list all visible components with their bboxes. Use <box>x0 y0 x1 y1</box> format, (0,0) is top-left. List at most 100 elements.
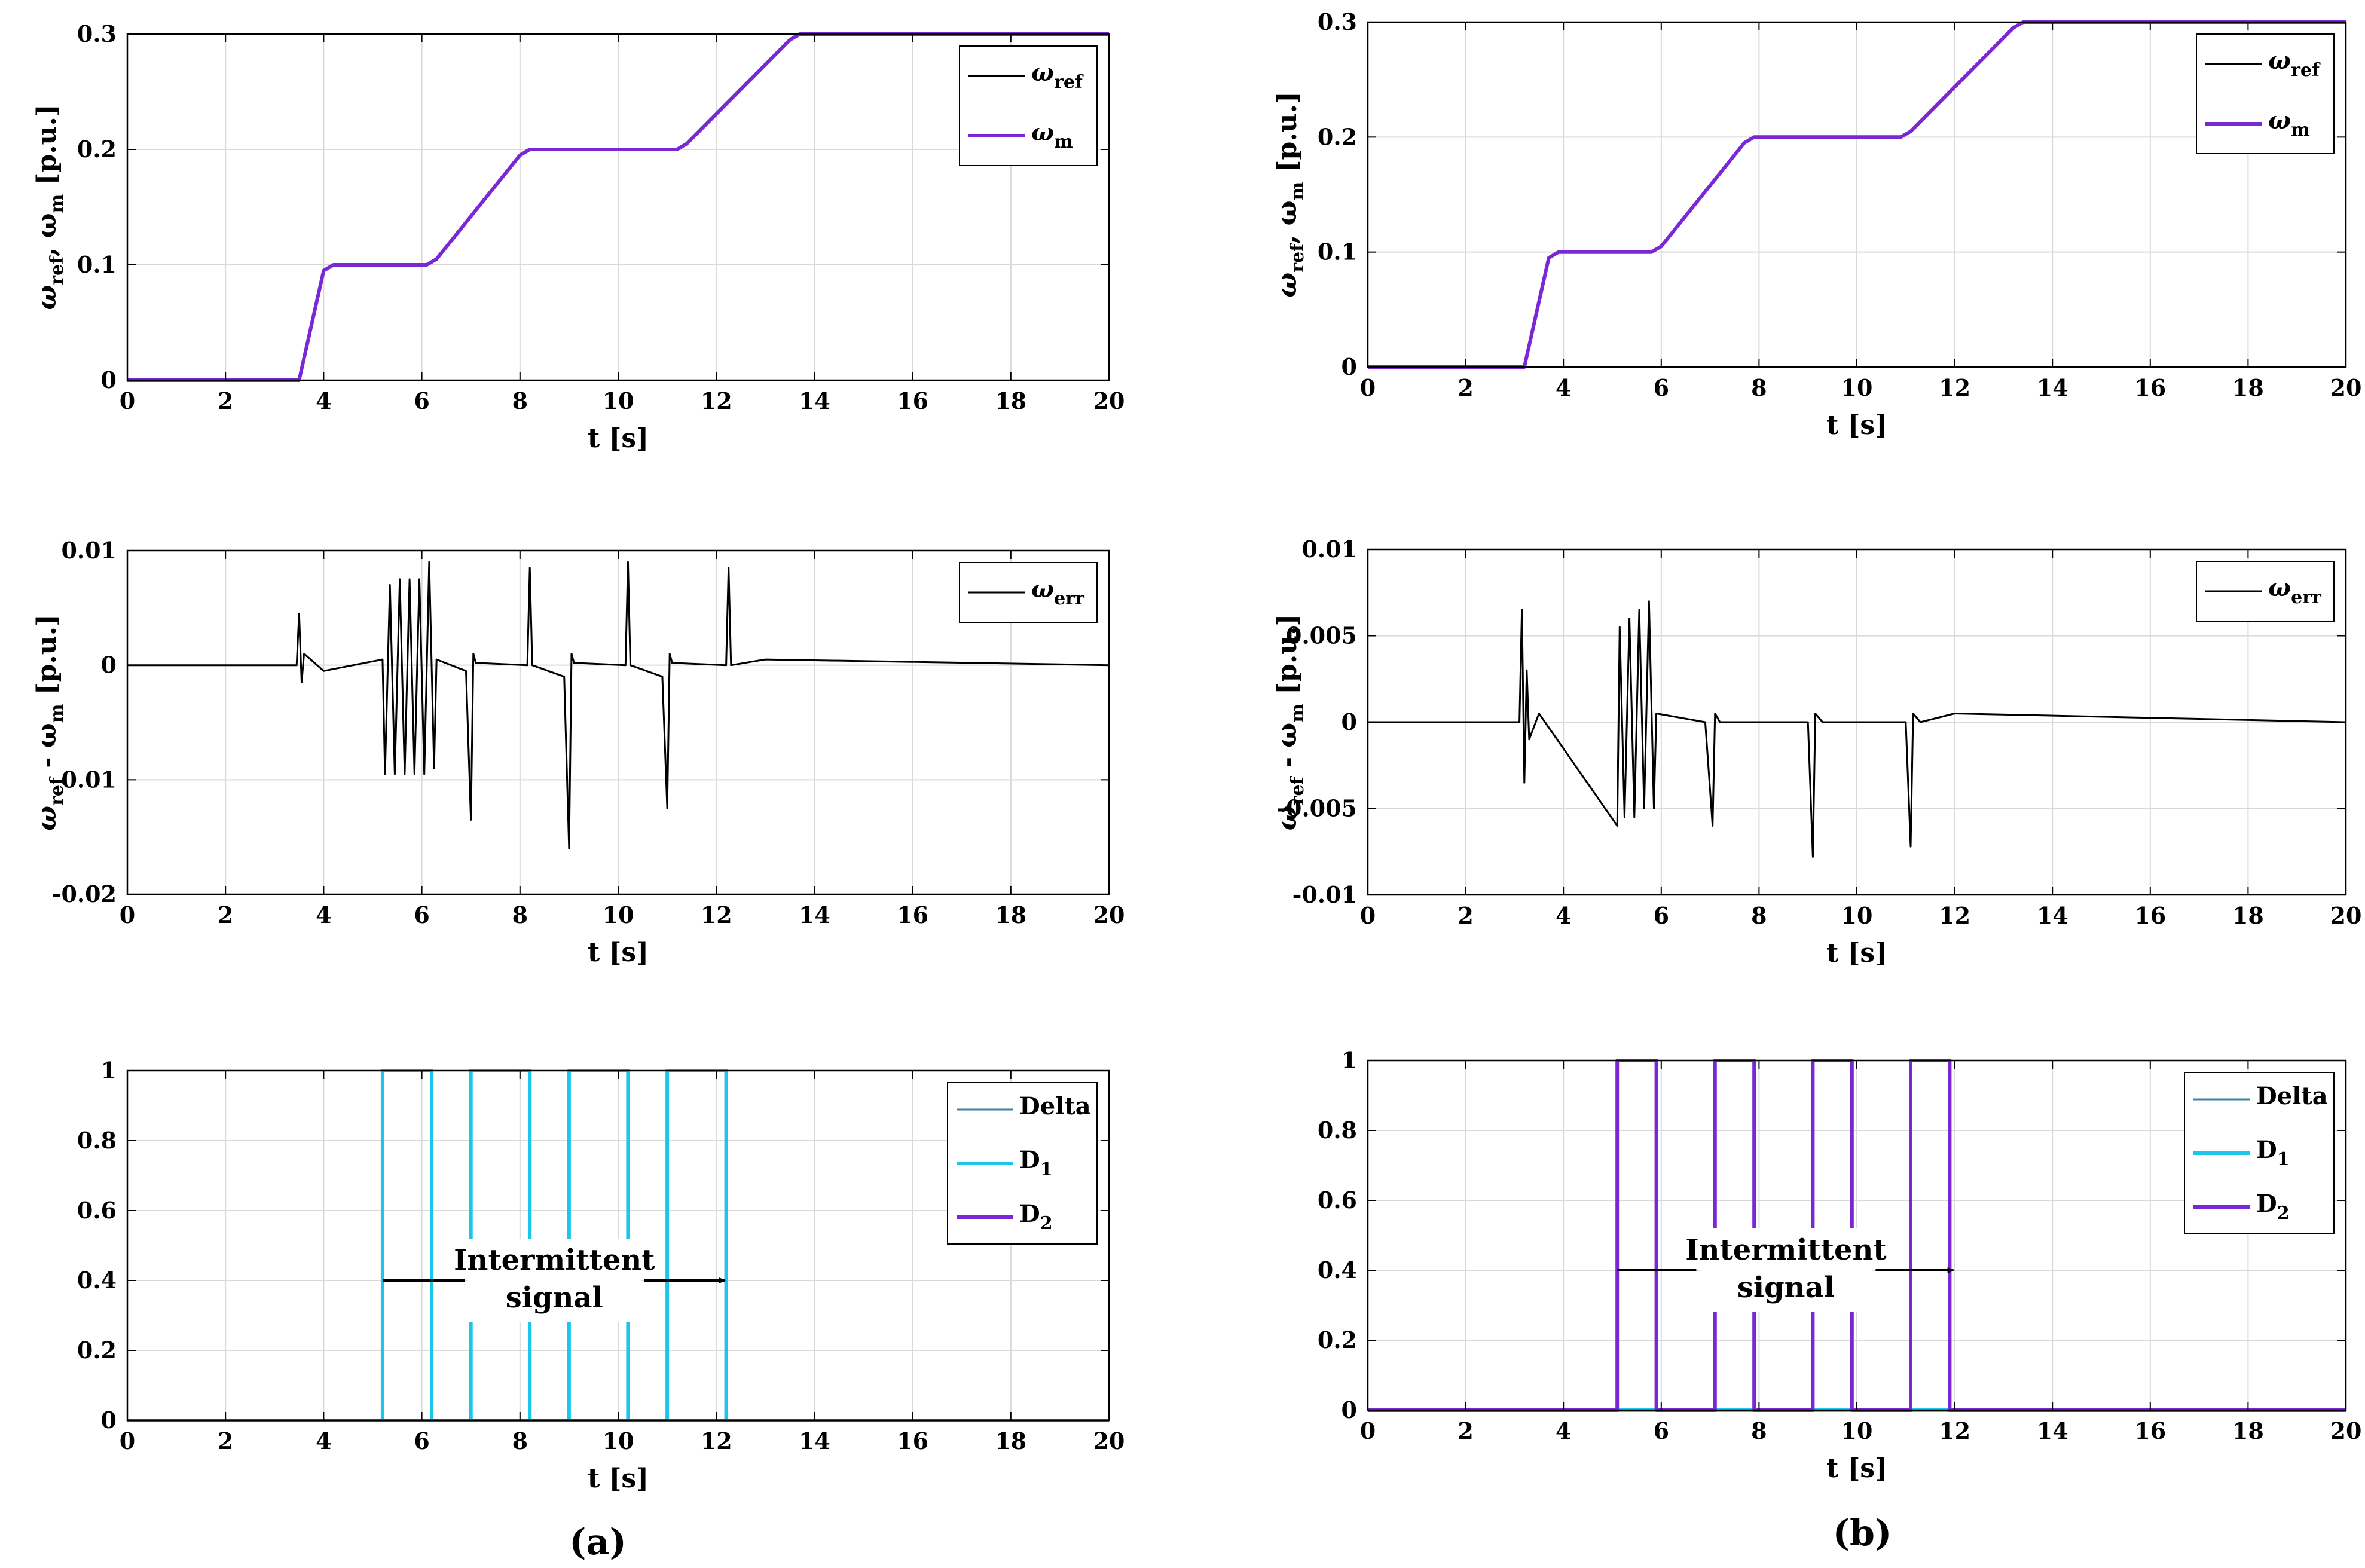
y-tick-label: 0.2 <box>77 136 117 163</box>
y-tick-label: 0 <box>101 652 117 678</box>
panel-label-a: (a) <box>569 1521 627 1563</box>
x-tick-label: 20 <box>1093 1428 1125 1454</box>
y-axis-label: ωref, ωm [p.u.] <box>32 104 68 310</box>
annotation-text-line2: signal <box>506 1281 603 1315</box>
legend: Delta D1 D2 <box>2184 1072 2335 1234</box>
x-tick-label: 0 <box>120 387 135 414</box>
y-tick-label: 0 <box>101 366 117 393</box>
y-tick-label: 0 <box>1342 353 1357 380</box>
y-tick-label: 0.3 <box>1318 8 1357 35</box>
x-tick-label: 16 <box>2134 902 2166 929</box>
y-tick-label: 0.1 <box>77 251 117 278</box>
legend: ωerr <box>2196 561 2335 622</box>
x-tick-label: 6 <box>414 1428 429 1454</box>
y-tick-label: -0.01 <box>52 766 117 793</box>
annotation-backdrop <box>468 1239 641 1322</box>
x-tick-label: 0 <box>1360 902 1376 929</box>
legend-entry: ωm <box>2268 106 2310 140</box>
x-tick-label: 4 <box>316 387 331 414</box>
y-tick-label: -0.005 <box>1276 795 1357 822</box>
legend-entry: Delta <box>2256 1082 2328 1110</box>
y-tick-label: -0.02 <box>52 881 117 907</box>
annotation-text-line1: Intermittent <box>454 1243 655 1277</box>
x-tick-label: 6 <box>414 387 429 414</box>
x-axis-label: t [s] <box>588 937 649 968</box>
legend-entry: D2 <box>1019 1200 1053 1234</box>
legend-entry: ωerr <box>1031 575 1085 609</box>
y-axis-label: ωref - ωm [p.u.] <box>32 614 68 831</box>
x-tick-label: 16 <box>897 387 928 414</box>
chart-a_speed: 0 2 4 6 8 10 12 14 16 18 20 0 0.1 0.2 0.3 t [s] ωref, ωm… <box>32 20 1125 454</box>
series-line-m <box>127 32 1109 382</box>
x-tick-label: 20 <box>2330 902 2362 929</box>
legend-entry: ωm <box>1031 118 1073 152</box>
legend-entry: Delta <box>1019 1092 1091 1120</box>
chart-b_speed: 0 2 4 6 8 10 12 14 16 18 20 0 0.1 0.2 0.3 t [s] ωref, ωm… <box>1272 8 2361 441</box>
x-axis-label: t [s] <box>1826 410 1887 441</box>
chart-b_error: 0 2 4 6 8 10 12 14 16 18 20 -0.01 -0.005 0 0.005 0.01 t … <box>1272 536 2361 968</box>
x-tick-label: 10 <box>603 387 634 414</box>
legend: Delta D1 D2 <box>947 1082 1098 1245</box>
x-tick-label: 8 <box>512 1428 528 1454</box>
x-tick-label: 0 <box>1360 1417 1376 1444</box>
x-tick-label: 12 <box>701 387 732 414</box>
x-tick-label: 20 <box>2330 374 2362 401</box>
y-tick-label: 0.01 <box>1301 536 1357 563</box>
x-tick-label: 14 <box>2037 374 2068 401</box>
y-tick-label: 0 <box>1342 708 1357 735</box>
x-tick-label: 4 <box>316 1428 331 1454</box>
x-tick-label: 6 <box>414 901 429 928</box>
x-axis-label: t [s] <box>588 423 649 454</box>
x-tick-label: 14 <box>799 387 830 414</box>
y-tick-label: 0.3 <box>77 20 117 47</box>
x-tick-label: 16 <box>897 1428 928 1454</box>
legend-box <box>959 45 1098 166</box>
x-tick-label: 12 <box>1939 1417 1970 1444</box>
y-axis-label: ωref, ωm [p.u.] <box>1272 91 1308 297</box>
x-tick-label: 2 <box>218 901 233 928</box>
y-tick-label: 0.1 <box>1318 239 1357 265</box>
series-group <box>127 561 1110 849</box>
y-tick-label: 0.8 <box>77 1127 117 1154</box>
y-tick-label: 0.005 <box>1286 622 1357 649</box>
panel-label-b: (b) <box>1833 1512 1892 1554</box>
y-tick-label: 1 <box>101 1057 117 1084</box>
y-axis-label: ωref - ωm [p.u.] <box>1272 614 1308 831</box>
y-tick-label: 0 <box>101 1407 117 1433</box>
x-tick-label: 16 <box>2134 374 2166 401</box>
x-axis-label: t [s] <box>1826 1453 1887 1484</box>
x-tick-label: 2 <box>218 387 233 414</box>
annotation-intermittent-signal: Intermittent signal <box>1617 1228 1955 1312</box>
x-tick-label: 4 <box>1556 374 1571 401</box>
legend-entry: D1 <box>2256 1136 2290 1170</box>
x-tick-label: 14 <box>799 901 830 928</box>
y-tick-label: 0 <box>1342 1396 1357 1423</box>
y-tick-label: 0.4 <box>77 1267 117 1294</box>
x-tick-label: 2 <box>218 1428 233 1454</box>
x-tick-label: 12 <box>701 1428 732 1454</box>
x-tick-label: 20 <box>1093 901 1125 928</box>
x-tick-label: 6 <box>1654 374 1669 401</box>
x-tick-label: 8 <box>1751 902 1767 929</box>
y-tick-label: 0.01 <box>61 537 117 564</box>
y-tick-label: 0.6 <box>77 1197 117 1224</box>
x-tick-label: 2 <box>1458 1417 1473 1444</box>
x-tick-label: 16 <box>897 901 928 928</box>
x-tick-label: 18 <box>995 1428 1026 1454</box>
x-tick-label: 18 <box>2232 1417 2264 1444</box>
x-tick-label: 14 <box>2037 1417 2068 1444</box>
legend-entry: D1 <box>1019 1146 1053 1180</box>
x-axis-label: t [s] <box>588 1463 649 1494</box>
legend-entry: ωref <box>2268 47 2321 81</box>
y-tick-label: 0.2 <box>77 1337 117 1364</box>
x-tick-label: 16 <box>2134 1417 2166 1444</box>
chart-a_error: 0 2 4 6 8 10 12 14 16 18 20 -0.02 -0.01 0 0.01 t [s] ωre… <box>32 537 1125 968</box>
x-tick-label: 0 <box>120 1428 135 1454</box>
x-tick-label: 20 <box>1093 387 1125 414</box>
x-axis-label: t [s] <box>1826 938 1887 968</box>
x-tick-label: 8 <box>512 387 528 414</box>
y-tick-label: 0.2 <box>1318 123 1357 150</box>
x-tick-label: 8 <box>512 901 528 928</box>
y-tick-label: 0.8 <box>1318 1117 1357 1144</box>
